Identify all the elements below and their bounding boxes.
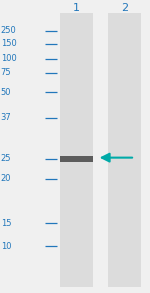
Text: 50: 50 (1, 88, 11, 97)
Text: 20: 20 (1, 174, 11, 183)
Text: 100: 100 (1, 54, 16, 63)
Text: 1: 1 (73, 3, 80, 13)
Text: 150: 150 (1, 40, 16, 48)
Text: 2: 2 (121, 3, 128, 13)
Text: 10: 10 (1, 242, 11, 251)
Text: 75: 75 (1, 68, 11, 77)
Bar (60, 156, 93, 162)
Text: 15: 15 (1, 219, 11, 228)
Text: 25: 25 (1, 154, 11, 163)
Bar (60, 13, 93, 287)
Bar (108, 13, 141, 287)
Text: 37: 37 (1, 113, 12, 122)
Text: 250: 250 (1, 26, 16, 35)
